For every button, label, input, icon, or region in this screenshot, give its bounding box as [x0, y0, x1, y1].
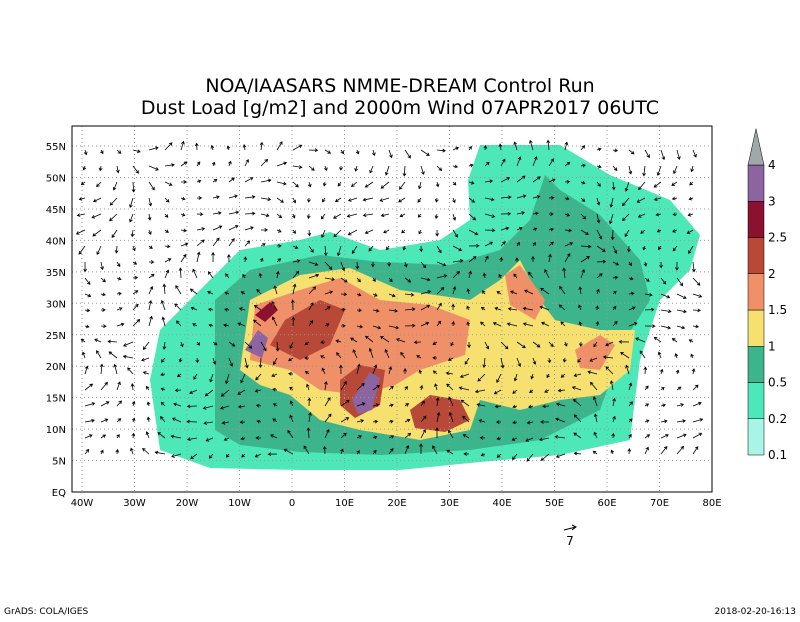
y-axis-label: 10N	[46, 425, 66, 436]
colorbar-label: 4	[768, 158, 776, 172]
colorbar-segment	[747, 201, 765, 238]
footer-right: 2018-02-20-16:13	[715, 607, 797, 617]
x-axis-label: 0	[289, 498, 295, 509]
x-axis-label: 80E	[702, 498, 721, 509]
y-axis-label: 5N	[52, 457, 66, 468]
colorbar-segment	[747, 164, 765, 202]
y-axis-label: 30N	[46, 299, 66, 310]
colorbar-label: 3	[768, 194, 776, 208]
y-axis-label: 20N	[46, 362, 66, 373]
y-axis-label: 50N	[46, 174, 66, 185]
colorbar-segment	[747, 273, 765, 311]
wind-vectors	[75, 139, 704, 462]
colorbar-label: 1	[768, 339, 776, 353]
colorbar-label: 1.5	[768, 303, 787, 317]
colorbar-segment	[747, 382, 765, 419]
y-axis-label: 35N	[46, 268, 66, 279]
wind-reference-label: 7	[566, 534, 574, 548]
x-axis-label: 60E	[597, 498, 616, 509]
footer-left: GrADS: COLA/IGES	[4, 607, 88, 617]
title-line: Dust Load [g/m2] and 2000m Wind 07APR201…	[141, 97, 659, 119]
colorbar-segment	[747, 418, 765, 456]
colorbar-segment	[747, 346, 765, 383]
colorbar: 0.1 0.2 0.5 1 1.5 2 2.5 3 4	[747, 128, 787, 462]
x-axis-label: 20W	[176, 498, 199, 509]
colorbar-segment	[747, 309, 765, 347]
y-axis-label: EQ	[52, 488, 66, 499]
graticule	[72, 126, 712, 492]
colorbar-label: 2.5	[768, 231, 787, 245]
map-frame	[71, 125, 713, 493]
y-axis-label: 25N	[46, 331, 66, 342]
y-axis-label: 15N	[46, 394, 66, 405]
x-axis-label: 40E	[492, 498, 511, 509]
title-line: NOA/IAASARS NMME-DREAM Control Run	[205, 75, 594, 97]
x-axis-label: 30E	[440, 498, 459, 509]
colorbar-triangle	[747, 128, 765, 166]
x-axis-label: 30W	[123, 498, 146, 509]
colorbar-label: 2	[768, 267, 776, 281]
x-axis-label: 20E	[387, 498, 406, 509]
y-axis-label: 45N	[46, 205, 66, 216]
x-axis-label: 70E	[650, 498, 669, 509]
colorbar-label: 0.1	[768, 448, 787, 462]
colorbar-label: 0.2	[768, 412, 787, 426]
x-axis-label: 10W	[228, 498, 251, 509]
colorbar-label: 0.5	[768, 376, 787, 390]
wind-reference-arrow	[563, 524, 577, 531]
y-axis-label: 40N	[46, 236, 66, 247]
wind-arrows	[75, 139, 704, 462]
y-axis-label: 55N	[46, 142, 66, 153]
x-axis-label: 50E	[545, 498, 564, 509]
x-axis-label: 10E	[335, 498, 354, 509]
colorbar-segment	[747, 237, 765, 274]
x-axis-label: 40W	[71, 498, 94, 509]
axis-labels: 40W 30W 20W 10W 0 10E 20E 30E 40E 50E 60E 70E 80E EQ 5…	[46, 142, 722, 509]
